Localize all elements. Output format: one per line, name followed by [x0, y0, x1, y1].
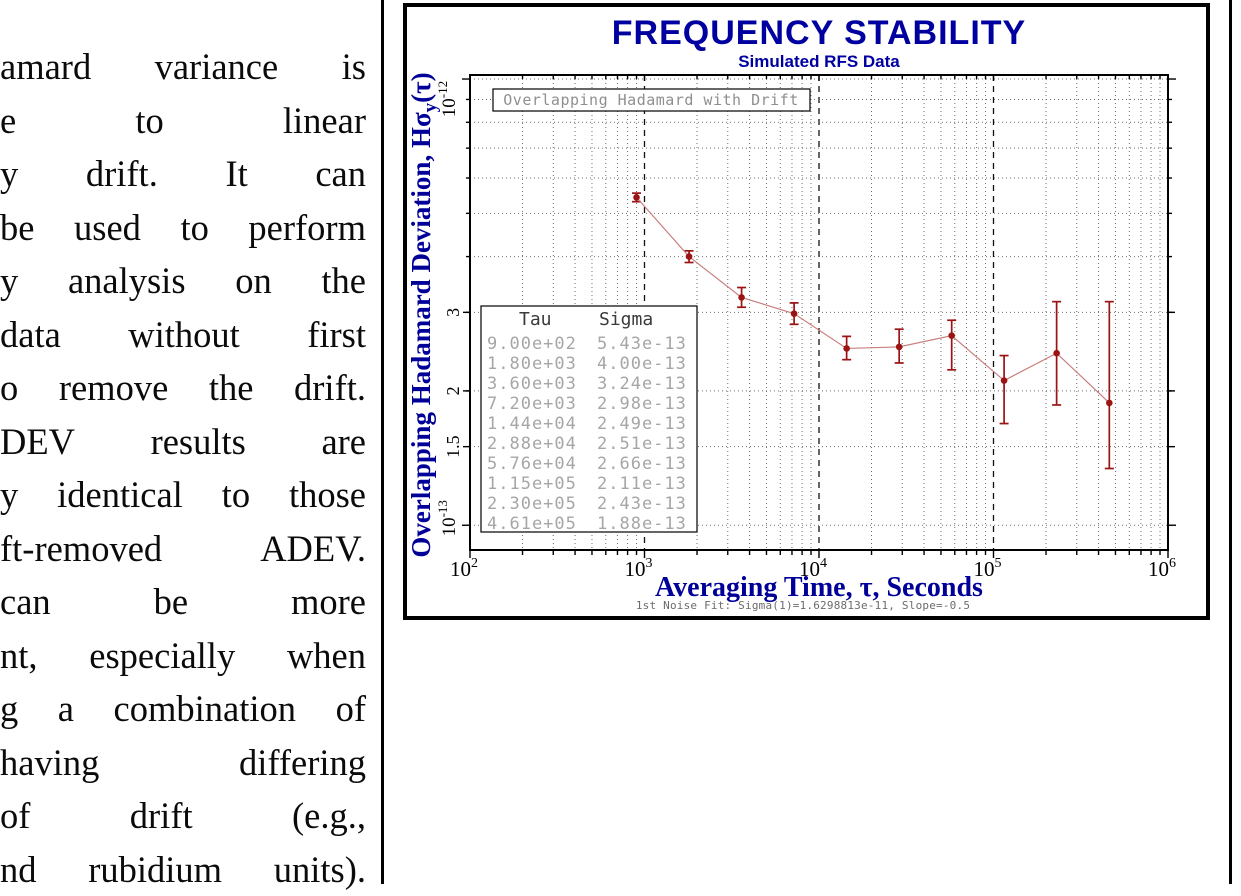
text-line: nt, especially when [0, 629, 366, 683]
text-word: of [336, 682, 366, 736]
text-line: y analysis on the [0, 254, 366, 308]
data-point [948, 332, 955, 339]
data-point [686, 253, 693, 260]
text-word: y [0, 254, 18, 308]
y-tick-label: 3 [443, 308, 463, 317]
text-line: nd rubidium units). [0, 843, 366, 896]
text-word: combination [114, 682, 296, 736]
text-word: having [0, 736, 99, 790]
data-point [791, 310, 798, 317]
data-point [1053, 350, 1060, 357]
text-word: to [180, 201, 208, 255]
text-word: be [0, 201, 34, 255]
x-tick-label: 102 [450, 556, 478, 581]
text-word: g [0, 682, 18, 736]
data-series [632, 193, 1114, 468]
data-point [738, 294, 745, 301]
y-axis-title: Overlapping Hadamard Deviation, Hσy(τ) [406, 72, 441, 557]
text-word: used [74, 201, 141, 255]
text-word: units). [274, 843, 366, 896]
text-word: identical [57, 468, 183, 522]
text-word: DEV [0, 415, 75, 469]
x-tick-label: 106 [1148, 556, 1176, 581]
text-word: differing [239, 736, 366, 790]
text-word: o [0, 361, 18, 415]
text-word: amard [0, 40, 91, 94]
text-word: (e.g., [292, 789, 366, 843]
text-word: to [135, 94, 163, 148]
text-word: a [58, 682, 74, 736]
text-word: data [0, 308, 61, 362]
x-tick-label: 103 [625, 556, 653, 581]
text-word: It [225, 147, 247, 201]
data-point [843, 345, 850, 352]
y-tick-label: 2 [443, 386, 463, 395]
text-word: be [154, 575, 188, 629]
data-point [896, 344, 903, 351]
text-line: ft-removed ADEV. [0, 522, 366, 576]
text-word: first [307, 308, 366, 362]
text-word: y [0, 468, 18, 522]
text-line: DEV results are [0, 415, 366, 469]
frequency-stability-chart: FREQUENCY STABILITY Simulated RFS Data O… [403, 3, 1210, 620]
text-word: analysis [68, 254, 186, 308]
text-word: the [209, 361, 254, 415]
text-word: especially [89, 629, 235, 683]
text-word: ft-removed [0, 522, 162, 576]
text-line: of drift (e.g., [0, 789, 366, 843]
text-word: nd [0, 843, 37, 896]
y-tick-label: 1.5 [443, 435, 463, 458]
legend-label: Overlapping Hadamard with Drift [503, 91, 798, 109]
text-line: data without first [0, 308, 366, 362]
text-word: variance [155, 40, 279, 94]
text-line: y drift. It can [0, 147, 366, 201]
text-word: ADEV. [260, 522, 366, 576]
text-word: without [128, 308, 240, 362]
data-point [633, 194, 640, 201]
text-word: of [0, 789, 30, 843]
chart-subtitle: Simulated RFS Data [738, 52, 900, 71]
text-word: is [342, 40, 366, 94]
text-word: linear [283, 94, 366, 148]
text-word: can [0, 575, 51, 629]
page-right-border [1229, 0, 1232, 884]
text-word: e [0, 94, 16, 148]
chart-canvas: FREQUENCY STABILITY Simulated RFS Data O… [403, 3, 1210, 620]
data-point [1001, 377, 1008, 384]
data-point [1106, 400, 1113, 407]
text-word: can [315, 147, 366, 201]
text-word: the [321, 254, 366, 308]
text-word: drift. [86, 147, 158, 201]
text-word: more [291, 575, 366, 629]
text-word: drift [130, 789, 193, 843]
text-word: rubidium [88, 843, 222, 896]
text-word: to [222, 468, 250, 522]
text-word: on [235, 254, 272, 308]
text-line: amard variance is [0, 40, 366, 94]
column-divider-line [381, 0, 384, 884]
text-word: are [321, 415, 366, 469]
text-word: drift. [294, 361, 366, 415]
text-line: e to linear [0, 94, 366, 148]
text-word: y [0, 147, 18, 201]
legend: Overlapping Hadamard with Drift [493, 89, 810, 111]
text-word: nt, [0, 629, 38, 683]
text-word: those [289, 468, 366, 522]
text-word: perform [248, 201, 366, 255]
y-tick-label: 10-13 [435, 500, 460, 536]
text-word: remove [59, 361, 168, 415]
chart-title: FREQUENCY STABILITY [612, 14, 1026, 52]
text-word: results [151, 415, 246, 469]
text-word: when [287, 629, 366, 683]
data-line [637, 197, 1110, 403]
text-line: can be more [0, 575, 366, 629]
text-line: having differing [0, 736, 366, 790]
noise-fit-annotation: 1st Noise Fit: Sigma(1)=1.6298813e-11, S… [636, 599, 970, 612]
